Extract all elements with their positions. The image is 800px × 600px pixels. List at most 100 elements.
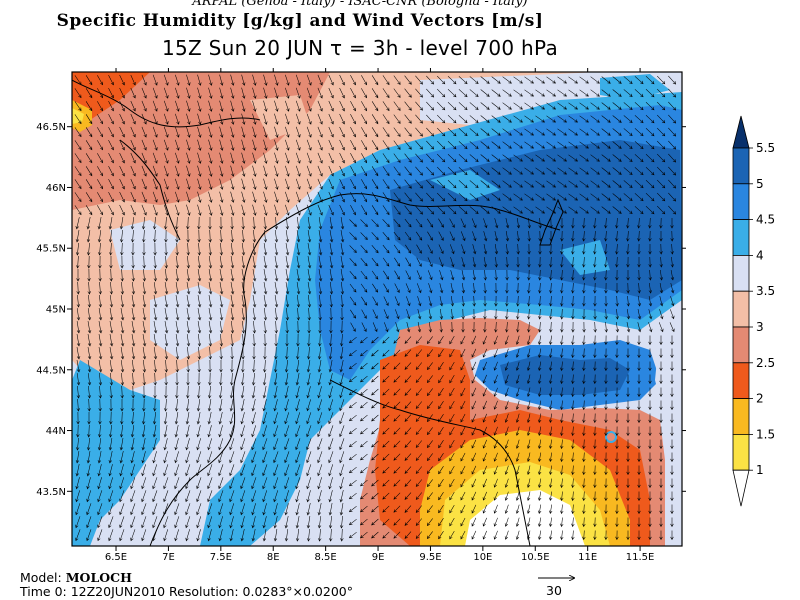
wind-vector	[582, 400, 586, 411]
wind-vector	[295, 412, 301, 425]
wind-vector	[371, 140, 379, 151]
wind-vector	[219, 100, 224, 112]
wind-vector	[85, 153, 93, 164]
wind-vector	[251, 464, 257, 477]
wind-vector	[339, 191, 345, 203]
x-tick-label: 7.5E	[210, 552, 232, 563]
wind-vector	[348, 531, 357, 539]
wind-vector	[208, 385, 212, 399]
wind-vector	[504, 348, 509, 358]
wind-vector	[317, 165, 323, 177]
wind-vector	[538, 295, 542, 307]
wind-vector	[109, 256, 113, 269]
wind-vector	[437, 179, 446, 189]
wind-vector	[469, 167, 479, 175]
wind-vector	[493, 452, 498, 462]
wind-vector	[262, 477, 268, 490]
wind-vector	[306, 373, 311, 386]
wind-vector	[152, 503, 158, 516]
wind-vector	[251, 516, 256, 529]
wind-vector	[560, 374, 564, 385]
wind-vector	[317, 178, 323, 190]
wind-vector	[645, 128, 655, 137]
wind-vector	[648, 400, 652, 411]
wind-vector	[426, 153, 435, 163]
wind-vector	[120, 347, 125, 360]
wind-vector	[361, 101, 367, 112]
wind-vector	[196, 529, 201, 542]
wind-vector	[119, 229, 124, 243]
wind-vector	[328, 399, 334, 412]
wind-vector	[404, 218, 412, 228]
wind-vector	[295, 204, 301, 216]
wind-vector	[86, 451, 91, 464]
wind-vector	[659, 335, 663, 346]
wind-vector	[142, 347, 147, 360]
wind-vector	[458, 206, 468, 215]
wind-vector	[582, 465, 586, 476]
wind-vector	[527, 295, 531, 307]
wind-vector	[426, 101, 435, 111]
wind-vector	[393, 492, 401, 500]
wind-vector	[471, 530, 477, 540]
wind-vector	[306, 490, 311, 503]
wind-vector	[371, 362, 379, 370]
wind-vector	[615, 530, 619, 541]
wind-vector	[460, 231, 466, 242]
wind-vector	[339, 100, 345, 112]
wind-vector	[426, 88, 435, 98]
wind-vector	[230, 282, 235, 295]
wind-vector	[131, 334, 136, 347]
wind-vector	[615, 400, 619, 411]
wind-vector	[659, 504, 663, 515]
wind-vector	[482, 426, 487, 436]
wind-vector	[504, 530, 509, 540]
wind-vector	[482, 504, 487, 514]
wind-vector	[317, 360, 322, 373]
wind-vector	[285, 334, 289, 347]
wind-vector	[349, 258, 357, 267]
wind-vector	[504, 400, 509, 410]
wind-vector	[549, 308, 553, 320]
wind-vector	[348, 466, 357, 474]
wind-vector	[175, 385, 179, 399]
wind-vector	[382, 388, 390, 396]
wind-vector	[480, 76, 490, 84]
wind-vector	[252, 320, 257, 334]
wind-vector	[670, 296, 675, 307]
wind-vector	[494, 244, 499, 255]
wind-vector	[197, 372, 201, 386]
wind-vector	[480, 89, 490, 97]
wind-vector	[152, 516, 158, 529]
wind-vector	[404, 349, 412, 357]
wind-vector	[350, 74, 356, 86]
wind-vector	[590, 76, 600, 84]
wind-vector	[428, 296, 433, 307]
wind-vector	[152, 464, 158, 477]
wind-vector	[615, 439, 619, 450]
wind-vector	[98, 347, 103, 360]
wind-vector	[582, 295, 586, 307]
wind-vector	[626, 426, 630, 437]
wind-vector	[472, 282, 476, 294]
wind-vector	[141, 451, 146, 464]
wind-vector	[185, 490, 191, 503]
wind-vector	[98, 424, 102, 438]
wind-vector	[339, 360, 344, 373]
wind-vector	[219, 126, 224, 138]
wind-vector	[648, 465, 652, 476]
wind-vector	[186, 100, 191, 112]
wind-vector	[241, 113, 246, 125]
wind-vector	[439, 270, 444, 281]
wind-vector	[560, 243, 564, 255]
wind-vector	[415, 375, 423, 383]
wind-vector	[449, 426, 455, 436]
wind-vector	[471, 218, 477, 229]
wind-vector	[130, 74, 136, 86]
wind-vector	[623, 102, 633, 110]
wind-vector	[526, 465, 531, 475]
wind-vector	[241, 308, 246, 321]
wind-vector	[524, 193, 534, 201]
wind-vector	[285, 269, 290, 282]
wind-vector	[634, 141, 644, 150]
